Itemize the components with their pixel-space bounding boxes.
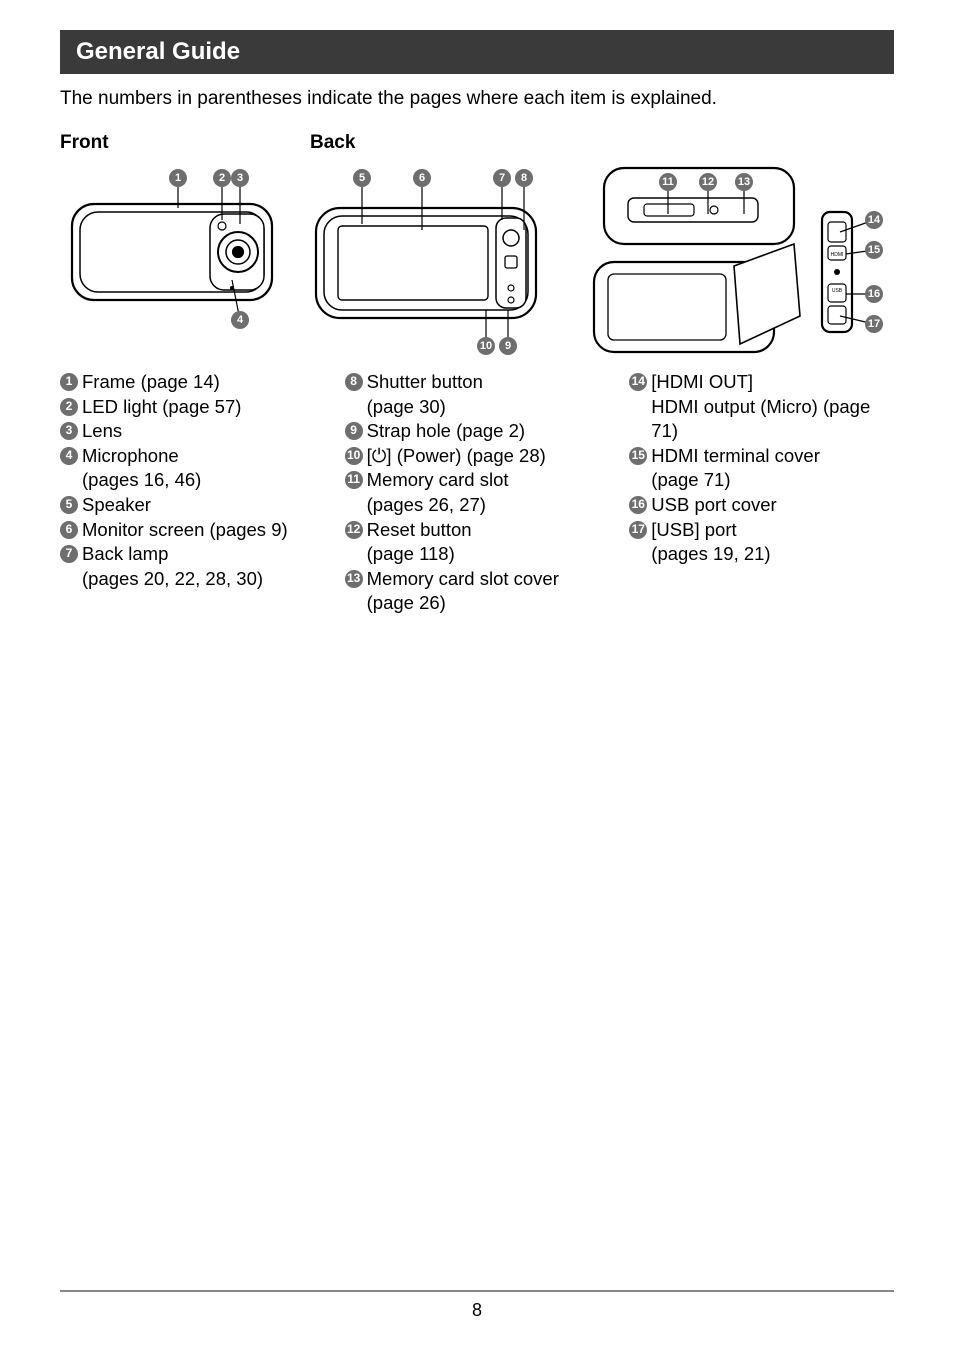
- callout-number-badge: 8: [345, 373, 363, 391]
- svg-text:5: 5: [359, 172, 365, 184]
- callout-text: LED light (page 57): [82, 395, 241, 420]
- callout-text: [⏻] (Power) (page 28): [367, 444, 546, 469]
- callout-item: 15HDMI terminal cover: [629, 444, 894, 469]
- svg-text:17: 17: [868, 318, 880, 330]
- callout-number-badge: 9: [345, 422, 363, 440]
- callout-text: Back lamp: [82, 542, 168, 567]
- callout-text: Frame (page 14): [82, 370, 220, 395]
- callout-text: Shutter button: [367, 370, 483, 395]
- svg-text:9: 9: [505, 340, 511, 352]
- page-footer: 8: [60, 1290, 894, 1321]
- callout-col-2: 8Shutter button(page 30)9Strap hole (pag…: [345, 370, 624, 616]
- callout-text-cont: (pages 19, 21): [629, 542, 894, 567]
- callout-number-badge: 13: [345, 570, 363, 588]
- callout-col-3: 14[HDMI OUT]HDMI output (Micro) (page 71…: [629, 370, 894, 616]
- svg-text:2: 2: [219, 172, 225, 184]
- callout-text: Reset button: [367, 518, 472, 543]
- callout-item: 16USB port cover: [629, 493, 894, 518]
- callout-item: 14[HDMI OUT]: [629, 370, 894, 395]
- callout-item: 12Reset button: [345, 518, 624, 543]
- callout-item: 17[USB] port: [629, 518, 894, 543]
- callout-item: 5Speaker: [60, 493, 339, 518]
- callout-text-cont: (pages 16, 46): [60, 468, 339, 493]
- callout-number-badge: 10: [345, 447, 363, 465]
- callout-text: HDMI terminal cover: [651, 444, 820, 469]
- callout-number-badge: 3: [60, 422, 78, 440]
- callout-text: [USB] port: [651, 518, 736, 543]
- page-number: 8: [472, 1300, 482, 1320]
- callout-item: 7Back lamp: [60, 542, 339, 567]
- svg-text:13: 13: [738, 176, 750, 188]
- svg-text:10: 10: [480, 340, 492, 352]
- callout-item: 4Microphone: [60, 444, 339, 469]
- callout-col-1: 1Frame (page 14)2LED light (page 57)3Len…: [60, 370, 339, 616]
- diagram-front: 1 23 4: [60, 160, 290, 340]
- diagrams-row: 1234 5678910: [60, 160, 894, 360]
- callout-text: Memory card slot: [367, 468, 509, 493]
- callout-text-cont: (pages 20, 22, 28, 30): [60, 567, 339, 592]
- callout-item: 9Strap hole (page 2): [345, 419, 624, 444]
- callout-text-cont: (page 118): [345, 542, 624, 567]
- svg-text:6: 6: [419, 172, 425, 184]
- callout-item: 10[⏻] (Power) (page 28): [345, 444, 624, 469]
- callout-number-badge: 11: [345, 471, 363, 489]
- intro-text: The numbers in parentheses indicate the …: [60, 88, 894, 110]
- callout-columns: 1Frame (page 14)2LED light (page 57)3Len…: [60, 370, 894, 616]
- callout-text: Lens: [82, 419, 122, 444]
- callout-number-badge: 16: [629, 496, 647, 514]
- svg-text:1: 1: [175, 172, 181, 184]
- diagram-side: HDMI USB 11 12 13 14 15 16 17: [574, 160, 894, 360]
- svg-text:12: 12: [702, 176, 714, 188]
- callout-number-badge: 17: [629, 521, 647, 539]
- callout-text: [HDMI OUT]: [651, 370, 753, 395]
- svg-text:11: 11: [662, 176, 674, 188]
- callout-number-badge: 5: [60, 496, 78, 514]
- callout-text: Monitor screen (pages 9): [82, 518, 288, 543]
- callout-text-cont: HDMI output (Micro) (page 71): [629, 395, 894, 444]
- back-label: Back: [310, 132, 355, 154]
- callout-number-badge: 7: [60, 545, 78, 563]
- callout-item: 13Memory card slot cover: [345, 567, 624, 592]
- svg-text:7: 7: [499, 172, 505, 184]
- diagram-back: 5 6 7 8 9 10: [302, 160, 562, 360]
- callout-text-cont: (page 30): [345, 395, 624, 420]
- callout-text-cont: (page 26): [345, 591, 624, 616]
- callout-text: Microphone: [82, 444, 179, 469]
- callout-text: Memory card slot cover: [367, 567, 559, 592]
- svg-text:16: 16: [868, 288, 880, 300]
- svg-text:3: 3: [237, 172, 243, 184]
- callout-text-cont: (page 71): [629, 468, 894, 493]
- svg-text:15: 15: [868, 244, 880, 256]
- callout-text: Strap hole (page 2): [367, 419, 525, 444]
- callout-item: 3Lens: [60, 419, 339, 444]
- callout-item: 8Shutter button: [345, 370, 624, 395]
- callout-number-badge: 12: [345, 521, 363, 539]
- svg-text:HDMI: HDMI: [831, 252, 844, 258]
- svg-text:4: 4: [237, 314, 244, 326]
- callout-number-badge: 14: [629, 373, 647, 391]
- callout-item: 1Frame (page 14): [60, 370, 339, 395]
- svg-text:14: 14: [868, 214, 881, 226]
- front-label: Front: [60, 132, 310, 154]
- svg-text:8: 8: [521, 172, 527, 184]
- callout-number-badge: 1: [60, 373, 78, 391]
- callout-item: 11Memory card slot: [345, 468, 624, 493]
- callout-number-badge: 4: [60, 447, 78, 465]
- callout-text: USB port cover: [651, 493, 776, 518]
- callout-text-cont: (pages 26, 27): [345, 493, 624, 518]
- callout-number-badge: 6: [60, 521, 78, 539]
- view-labels: Front Back: [60, 132, 894, 154]
- callout-item: 2LED light (page 57): [60, 395, 339, 420]
- callout-number-badge: 2: [60, 398, 78, 416]
- callout-text: Speaker: [82, 493, 151, 518]
- svg-text:USB: USB: [832, 288, 843, 294]
- callout-number-badge: 15: [629, 447, 647, 465]
- section-header: General Guide: [60, 30, 894, 74]
- section-title: General Guide: [76, 38, 240, 65]
- callout-item: 6Monitor screen (pages 9): [60, 518, 339, 543]
